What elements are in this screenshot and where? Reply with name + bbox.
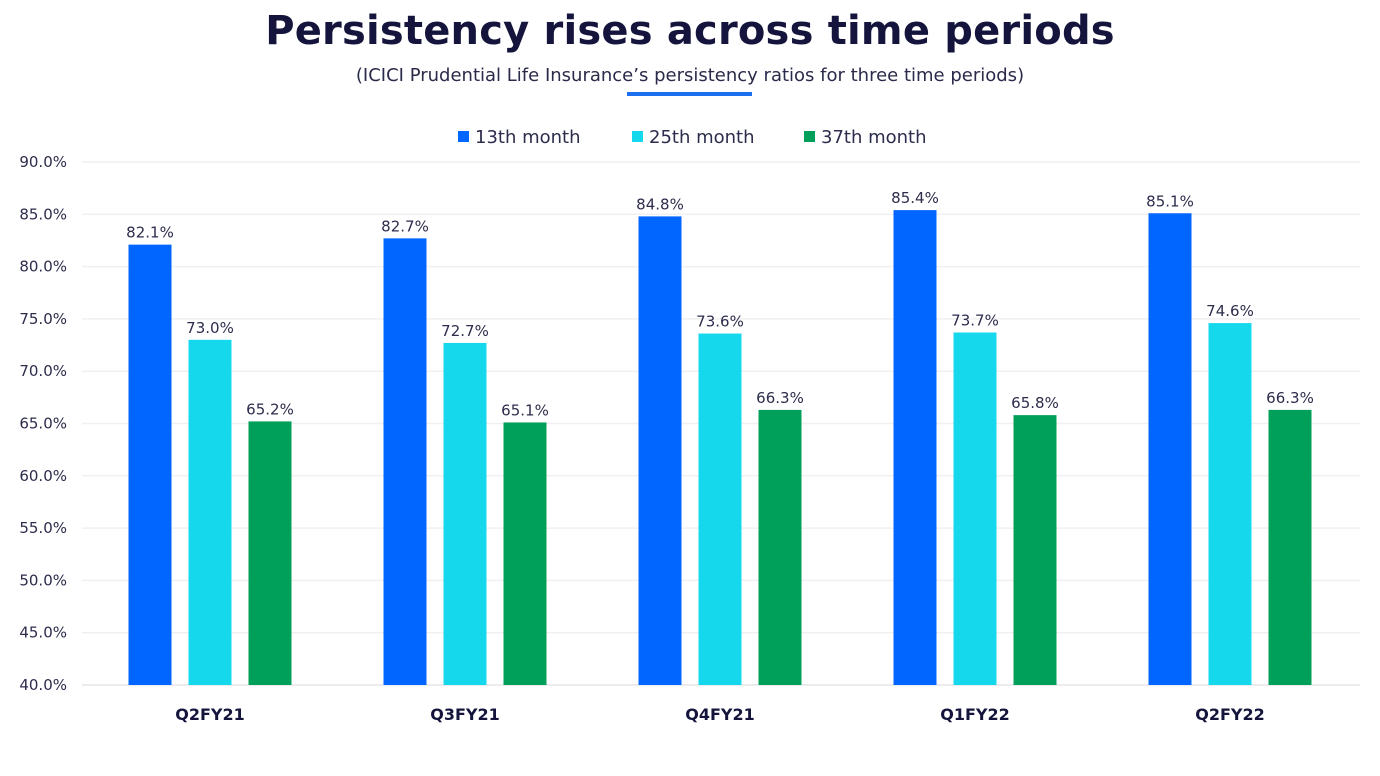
data-label: 72.7% [441,322,489,340]
data-label: 73.0% [186,319,234,337]
x-tick-label: Q1FY22 [940,705,1010,724]
bar-13th-month [383,238,427,685]
bar-37th-month [503,422,547,685]
legend: 13th month 25th month 37th month [458,127,927,148]
y-tick-label: 80.0% [19,258,67,276]
data-labels: 82.1% 73.0% 65.2% 82.7% 72.7% 65.1% 84.8% 73.6%… [126,189,1314,419]
y-tick-label: 75.0% [19,310,67,328]
x-tick-label: Q2FY22 [1195,705,1265,724]
bar-25th-month [953,332,997,685]
bar-25th-month [188,339,232,685]
legend-label: 13th month [475,127,581,148]
y-tick-label: 70.0% [19,362,67,380]
data-label: 85.1% [1146,192,1194,210]
data-label: 73.7% [951,311,999,329]
y-axis: 40.0% 45.0% 50.0% 55.0% 60.0% 65.0% 70.0% 75.0%… [19,153,67,694]
data-label: 82.7% [381,217,429,235]
x-axis: Q2FY21 Q3FY21 Q4FY21 Q1FY22 Q2FY22 [175,705,1265,724]
legend-swatch [458,131,469,142]
subtitle-underline-accent [627,92,752,96]
y-tick-label: 45.0% [19,624,67,642]
bar-37th-month [1013,415,1057,685]
y-tick-label: 85.0% [19,205,67,223]
bar-13th-month [893,210,937,685]
bar-37th-month [758,409,802,685]
y-tick-label: 90.0% [19,153,67,171]
bars [128,210,1312,685]
data-label: 73.6% [696,313,744,331]
data-label: 66.3% [1266,389,1314,407]
bar-37th-month [1268,409,1312,685]
data-label: 85.4% [891,189,939,207]
y-tick-label: 50.0% [19,571,67,589]
data-label: 74.6% [1206,302,1254,320]
y-tick-label: 65.0% [19,415,67,433]
legend-swatch [804,131,815,142]
data-label: 65.8% [1011,394,1059,412]
data-label: 66.3% [756,389,804,407]
chart-title: Persistency rises across time periods [265,8,1115,54]
bar-25th-month [443,342,487,685]
data-label: 82.1% [126,224,174,242]
bar-13th-month [1148,213,1192,685]
bar-25th-month [1208,323,1252,685]
x-tick-label: Q3FY21 [430,705,500,724]
data-label: 65.2% [246,400,294,418]
x-tick-label: Q2FY21 [175,705,245,724]
chart-subtitle: (ICICI Prudential Life Insurance’s persi… [355,65,1025,86]
y-tick-label: 55.0% [19,519,67,537]
bar-13th-month [128,244,172,685]
data-label: 84.8% [636,195,684,213]
x-tick-label: Q4FY21 [685,705,755,724]
legend-label: 37th month [821,127,927,148]
bar-25th-month [698,333,742,685]
y-tick-label: 40.0% [19,676,67,694]
legend-swatch [632,131,643,142]
bar-13th-month [638,216,682,685]
legend-label: 25th month [649,127,755,148]
data-label: 65.1% [501,401,549,419]
bar-37th-month [248,421,292,685]
y-tick-label: 60.0% [19,467,67,485]
